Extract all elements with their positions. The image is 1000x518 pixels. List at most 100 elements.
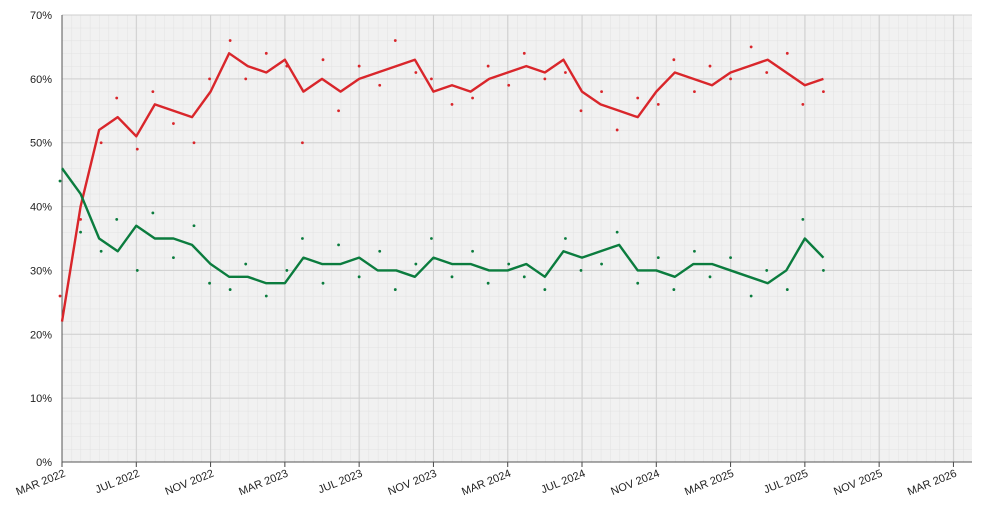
poll-point: [693, 90, 696, 94]
poll-point: [99, 249, 103, 253]
x-tick-label: NOV 2024: [609, 468, 661, 498]
x-tick-label: MAR 2026: [906, 468, 959, 499]
poll-point: [430, 237, 433, 240]
poll-point: [264, 294, 268, 298]
poll-point: [729, 256, 732, 260]
poll-point: [321, 281, 325, 285]
poll-point: [192, 224, 196, 228]
y-tick-label: 0%: [36, 457, 52, 469]
poll-point: [79, 217, 82, 221]
x-tick-label: NOV 2022: [164, 468, 216, 498]
y-tick-label: 50%: [30, 138, 52, 150]
poll-point: [357, 64, 361, 68]
y-tick-label: 60%: [30, 74, 52, 86]
poll-point: [708, 64, 712, 68]
poll-point: [785, 288, 789, 291]
poll-point: [172, 122, 175, 125]
y-tick-label: 40%: [30, 202, 52, 214]
x-tick-label: JUL 2022: [94, 468, 142, 497]
y-tick-label: 30%: [30, 265, 52, 277]
poll-point: [58, 179, 62, 183]
x-tick-label: MAR 2025: [683, 468, 736, 499]
poll-point: [615, 230, 619, 234]
poll-point: [135, 269, 139, 272]
poll-point: [822, 269, 825, 272]
poll-point: [151, 211, 155, 215]
poll-point: [393, 39, 397, 42]
poll-point: [301, 237, 304, 240]
poll-point: [543, 77, 547, 81]
poll-point: [58, 294, 62, 298]
x-tick-label: JUL 2025: [762, 468, 810, 497]
poll-point: [579, 269, 583, 272]
poll-point: [192, 141, 196, 145]
poll-point: [765, 269, 769, 272]
poll-point: [749, 294, 753, 298]
x-tick-label: MAR 2023: [237, 468, 290, 499]
poll-point: [471, 96, 474, 100]
plot-background: [62, 15, 972, 462]
poll-point: [600, 262, 603, 266]
poll-point: [656, 256, 660, 260]
poll-point: [135, 147, 139, 151]
x-tick-label: JUL 2024: [539, 468, 587, 497]
poll-point: [564, 71, 567, 74]
poll-point: [430, 77, 433, 81]
x-tick-label: NOV 2025: [832, 468, 884, 498]
poll-point: [244, 262, 248, 266]
poll-point: [672, 288, 676, 291]
x-tick-label: MAR 2022: [14, 468, 67, 499]
poll-point: [115, 96, 119, 100]
poll-point: [636, 281, 640, 285]
poll-point: [115, 217, 119, 221]
poll-point: [522, 275, 526, 279]
poll-point: [393, 288, 397, 291]
poll-point: [486, 64, 490, 68]
poll-point: [208, 281, 211, 285]
poll-point: [600, 90, 603, 94]
poll-point: [99, 141, 103, 145]
poll-point: [822, 90, 825, 94]
poll-point: [785, 51, 789, 55]
poll-point: [801, 103, 805, 106]
poll-point: [378, 249, 382, 253]
y-tick-label: 20%: [30, 329, 52, 341]
poll-point: [244, 77, 248, 81]
poll-point: [564, 237, 567, 240]
x-tick-label: JUL 2023: [316, 468, 364, 497]
poll-point: [79, 230, 82, 234]
poll-point: [729, 77, 732, 81]
poll-point: [264, 51, 268, 55]
poll-point: [285, 269, 289, 272]
poll-point: [486, 281, 490, 285]
poll-point: [337, 109, 340, 113]
poll-point: [208, 77, 211, 81]
poll-point: [337, 243, 340, 247]
poll-point: [414, 71, 418, 74]
poll-point: [172, 256, 175, 260]
poll-point: [672, 58, 676, 62]
x-tick-label: NOV 2023: [386, 468, 438, 498]
poll-point: [579, 109, 583, 113]
poll-point: [321, 58, 325, 62]
poll-point: [228, 288, 232, 291]
poll-point: [543, 288, 547, 291]
poll-point: [507, 262, 511, 266]
poll-point: [693, 249, 696, 253]
poll-point: [378, 83, 382, 87]
y-tick-label: 10%: [30, 393, 52, 405]
poll-point: [749, 45, 753, 49]
poll-point: [450, 275, 454, 279]
poll-point: [414, 262, 418, 266]
poll-point: [522, 51, 526, 55]
x-tick-label: MAR 2024: [460, 468, 513, 499]
poll-point: [450, 103, 454, 106]
poll-point: [151, 90, 155, 94]
poll-point: [615, 128, 619, 132]
poll-point: [765, 71, 769, 74]
trend-line: [61, 167, 825, 285]
poll-point: [357, 275, 361, 279]
poll-point: [636, 96, 640, 100]
poll-point: [656, 103, 660, 106]
y-tick-label: 70%: [30, 10, 52, 22]
